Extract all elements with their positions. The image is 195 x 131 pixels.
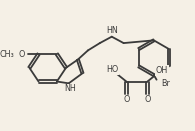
Text: HN: HN: [106, 26, 118, 35]
Text: NH: NH: [64, 84, 75, 93]
Text: Br: Br: [161, 79, 170, 88]
Text: HO: HO: [106, 65, 119, 74]
Text: O: O: [144, 95, 151, 104]
Text: CH₃: CH₃: [0, 50, 14, 59]
Text: O: O: [123, 95, 129, 104]
Text: O: O: [19, 50, 25, 59]
Text: OH: OH: [156, 66, 168, 75]
